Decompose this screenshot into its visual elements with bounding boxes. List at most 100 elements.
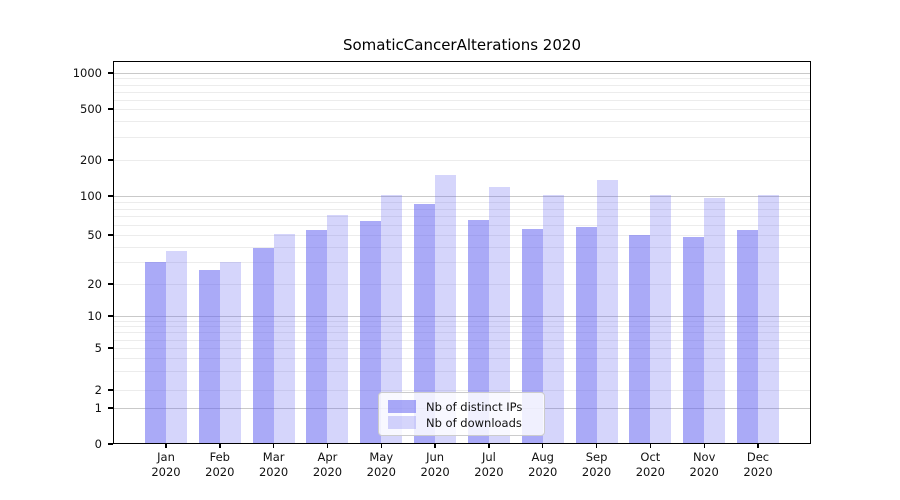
y-tick-label: 2 <box>94 383 102 397</box>
x-tick-mark <box>219 444 221 448</box>
x-tick-mark <box>380 444 382 448</box>
x-tick-mark <box>165 444 167 448</box>
legend-item-downloads: Nb of downloads <box>388 415 535 430</box>
minor-gridline <box>114 371 810 373</box>
bar-downloads <box>704 198 726 444</box>
minor-gridline <box>114 201 810 203</box>
x-tick-label: Oct 2020 <box>635 450 666 479</box>
minor-gridline <box>114 262 810 264</box>
legend-label-downloads: Nb of downloads <box>426 415 522 430</box>
legend-item-distinct-ips: Nb of distinct IPs <box>388 399 535 414</box>
x-tick-label: Mar 2020 <box>258 450 289 479</box>
bar-distinct-ips <box>521 228 543 444</box>
x-tick-label: Feb 2020 <box>205 450 235 479</box>
bar-downloads <box>219 262 241 444</box>
x-tick-label: May 2020 <box>366 450 396 479</box>
y-tick-label: 1000 <box>72 66 102 80</box>
minor-gridline <box>114 99 810 101</box>
y-tick-label: 1 <box>94 401 102 415</box>
x-tick-label: Aug 2020 <box>528 450 558 479</box>
minor-gridline <box>114 121 810 123</box>
x-tick-mark <box>595 444 598 448</box>
minor-gridline <box>114 109 810 110</box>
bar-downloads <box>273 233 295 444</box>
minor-gridline <box>114 339 810 341</box>
y-tick-label: 10 <box>87 309 102 323</box>
bar-downloads <box>327 215 349 444</box>
y-tick-mark <box>108 347 113 349</box>
minor-gridline <box>114 84 810 86</box>
bar-distinct-ips <box>306 229 328 444</box>
bar-distinct-ips <box>683 237 705 444</box>
x-tick-mark <box>488 444 490 448</box>
y-tick-mark <box>108 195 113 197</box>
minor-gridline <box>114 320 810 322</box>
y-tick-mark <box>108 407 113 409</box>
x-tick-label: Apr 2020 <box>312 450 343 479</box>
y-tick-mark <box>108 389 113 391</box>
bar-distinct-ips <box>360 221 382 444</box>
bar-downloads <box>542 195 564 444</box>
y-tick-mark <box>108 108 113 110</box>
x-tick-label: Jan 2020 <box>151 450 181 479</box>
major-gridline <box>114 73 810 74</box>
bar-distinct-ips <box>575 226 597 444</box>
minor-gridline <box>114 332 810 334</box>
minor-gridline <box>114 137 810 139</box>
y-tick-mark <box>108 315 113 317</box>
minor-gridline <box>114 284 810 285</box>
minor-gridline <box>114 326 810 328</box>
y-tick-mark <box>108 159 113 161</box>
y-tick-mark <box>108 72 113 74</box>
bar-distinct-ips <box>737 229 759 444</box>
minor-gridline <box>114 91 810 93</box>
major-gridline <box>114 316 810 317</box>
bar-downloads <box>381 194 403 444</box>
bar-downloads <box>488 186 510 444</box>
y-tick-label: 5 <box>94 341 102 355</box>
legend-label-distinct-ips: Nb of distinct IPs <box>426 399 523 414</box>
x-tick-label: Nov 2020 <box>689 450 719 479</box>
legend-swatch-downloads <box>388 416 416 429</box>
bar-distinct-ips <box>414 203 436 444</box>
bar-downloads <box>435 174 457 444</box>
x-tick-mark <box>542 444 544 448</box>
major-gridline <box>114 196 810 197</box>
x-tick-label: Jul 2020 <box>474 450 504 479</box>
minor-gridline <box>114 224 810 226</box>
minor-gridline <box>114 390 810 391</box>
x-tick-mark <box>757 444 759 448</box>
y-tick-mark <box>108 443 113 445</box>
bar-downloads <box>758 195 780 444</box>
y-tick-label: 200 <box>80 153 102 167</box>
x-tick-mark <box>703 444 705 448</box>
y-tick-label: 500 <box>80 102 102 116</box>
minor-gridline <box>114 160 810 161</box>
legend-swatch-distinct-ips <box>388 400 416 413</box>
bar-downloads <box>166 251 187 444</box>
y-tick-mark <box>108 234 113 236</box>
bar-distinct-ips <box>198 269 220 444</box>
minor-gridline <box>114 235 810 236</box>
bar-downloads <box>596 180 618 444</box>
y-tick-mark <box>108 283 113 285</box>
x-tick-label: Jun 2020 <box>420 450 450 479</box>
bar-distinct-ips <box>467 220 489 444</box>
x-tick-mark <box>272 444 275 448</box>
bar-downloads <box>650 194 672 444</box>
x-tick-label: Sep 2020 <box>581 450 612 479</box>
minor-gridline <box>114 246 810 248</box>
bar-distinct-ips <box>145 262 166 444</box>
minor-gridline <box>114 78 810 80</box>
x-tick-mark <box>326 444 329 448</box>
x-tick-label: Dec 2020 <box>743 450 773 479</box>
legend: Nb of distinct IPs Nb of downloads <box>378 392 545 436</box>
minor-gridline <box>114 216 810 218</box>
y-tick-label: 100 <box>80 189 102 203</box>
chart-title: SomaticCancerAlterations 2020 <box>342 36 581 54</box>
bar-distinct-ips <box>252 248 274 444</box>
y-tick-label: 20 <box>87 277 102 291</box>
minor-gridline <box>114 208 810 210</box>
y-tick-label: 0 <box>94 437 102 451</box>
